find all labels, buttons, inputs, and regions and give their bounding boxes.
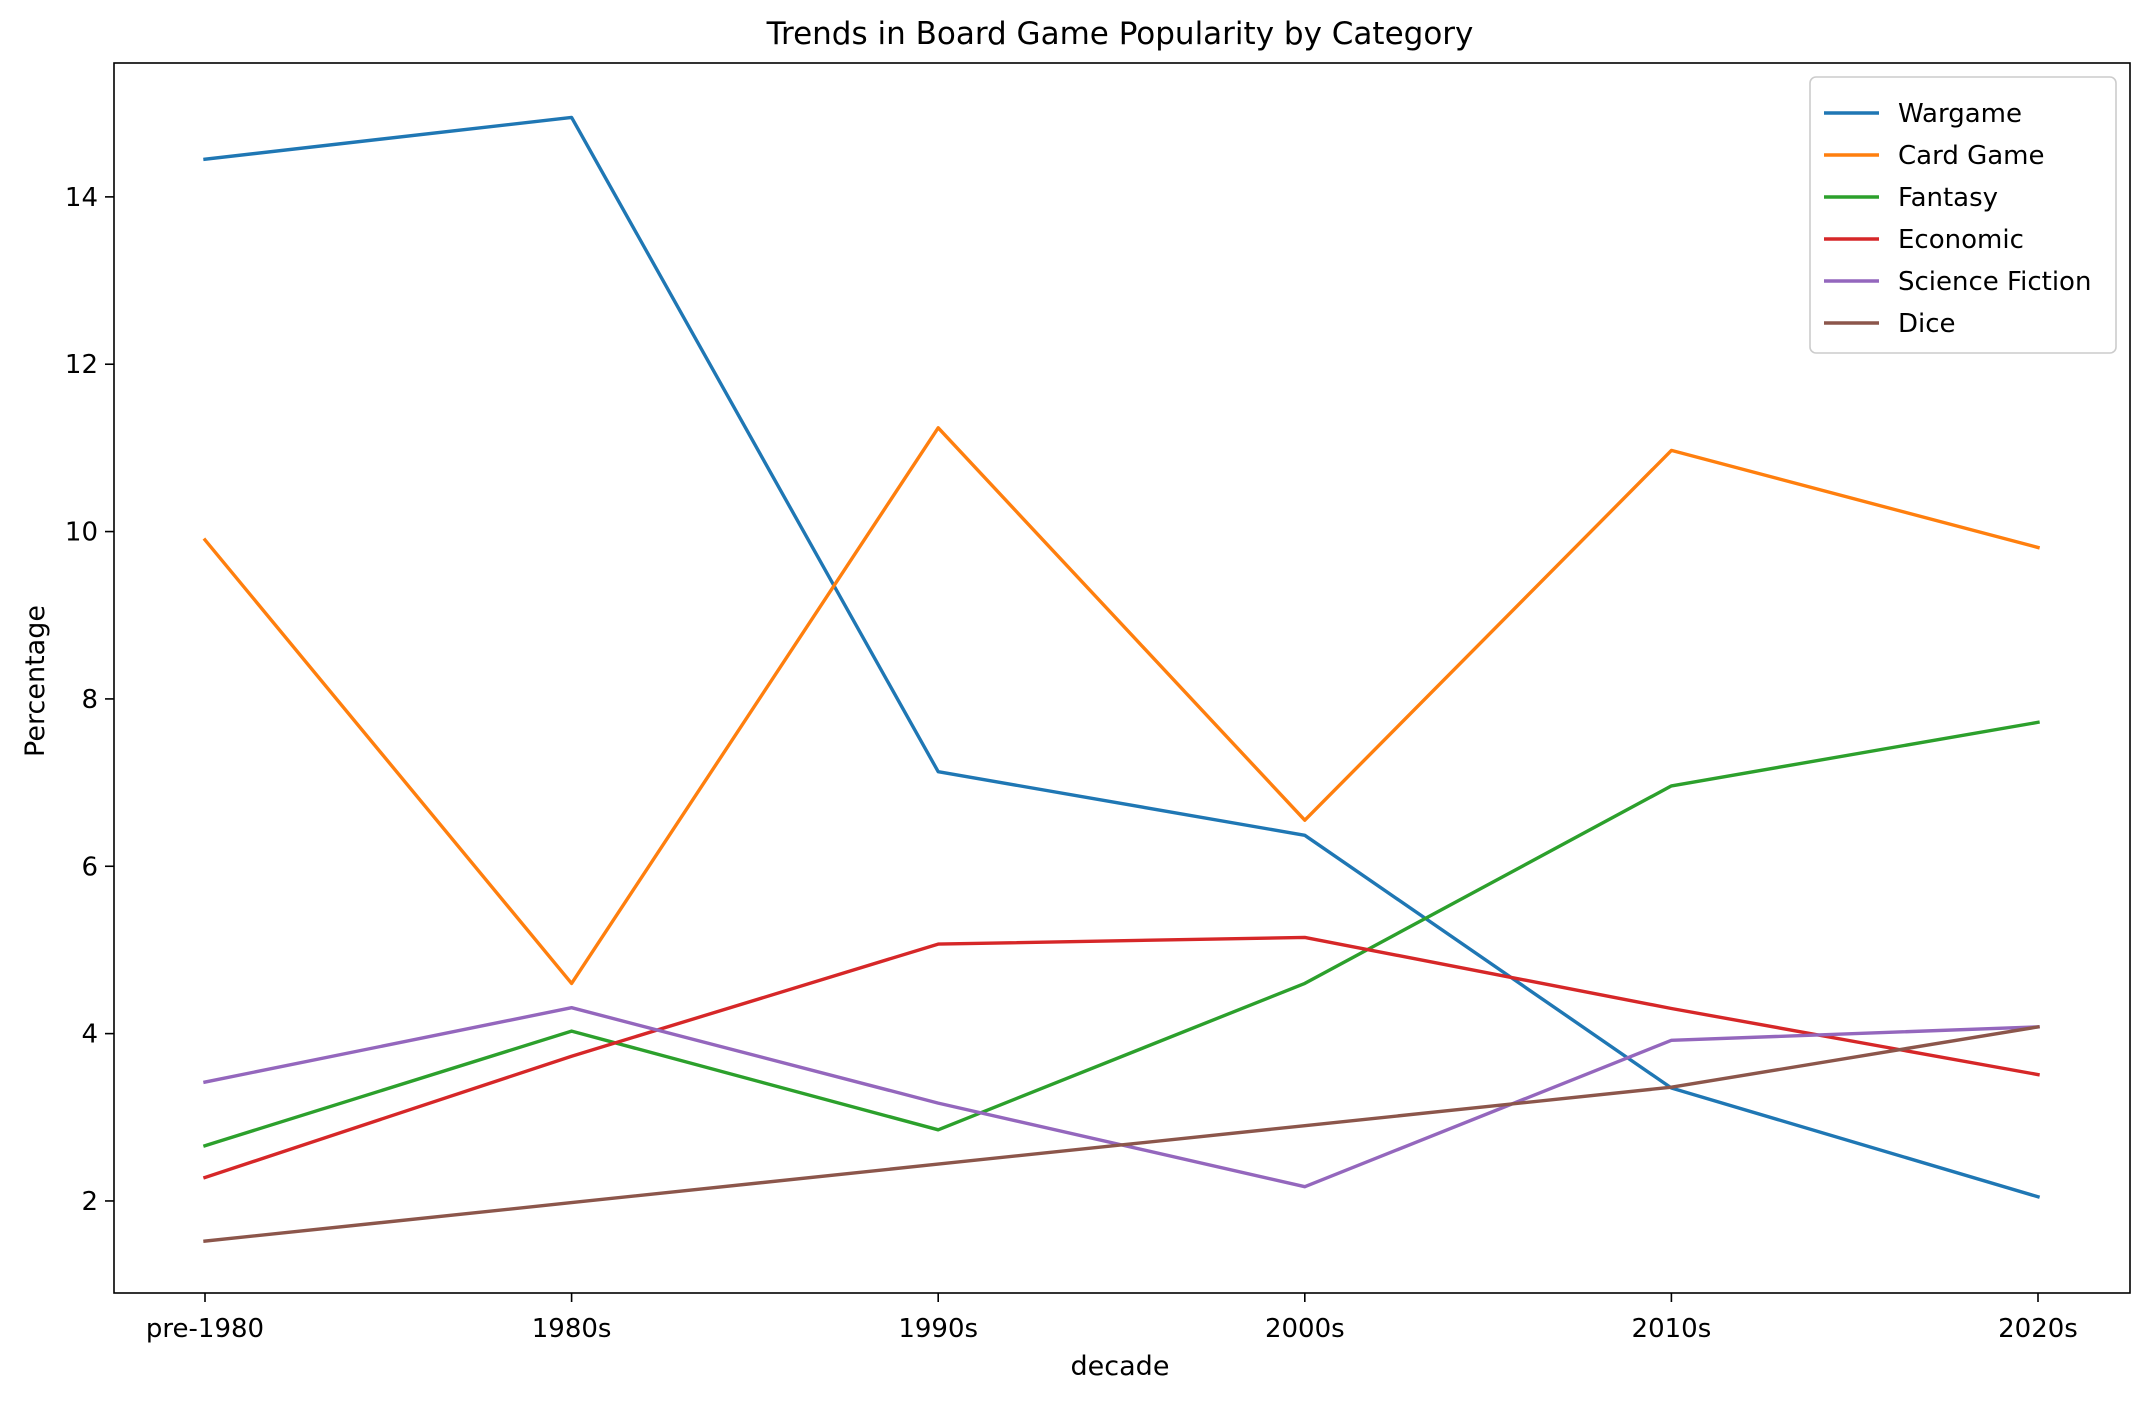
- x-tick-label: pre-1980: [146, 1314, 264, 1344]
- series-line-dice: [203, 1024, 2040, 1243]
- series-group: [202, 115, 2041, 1243]
- x-tick-label: 2000s: [1265, 1314, 1345, 1344]
- legend-label-dice: Dice: [1898, 309, 1956, 339]
- legend-label-wargame: Wargame: [1898, 99, 2022, 129]
- series-line-wargame: [203, 115, 2041, 1199]
- x-axis-label: decade: [1071, 1351, 1170, 1382]
- y-tick-label: 4: [81, 1020, 98, 1050]
- y-tick-label: 6: [81, 852, 98, 882]
- y-tick-label: 14: [65, 183, 98, 213]
- legend-label-card-game: Card Game: [1898, 141, 2045, 171]
- chart-title: Trends in Board Game Popularity by Categ…: [766, 16, 1474, 52]
- x-axis: pre-1980 1980s 1990s 2000s 2010s 2020s: [146, 1293, 2078, 1344]
- legend-box: [1809, 76, 2117, 354]
- series-line-fantasy: [202, 720, 2040, 1148]
- y-tick-label: 2: [81, 1187, 98, 1217]
- x-tick-label: 1980s: [532, 1314, 612, 1344]
- x-tick-label: 2010s: [1632, 1314, 1712, 1344]
- legend-label-economic: Economic: [1898, 225, 2024, 255]
- y-axis: 2 4 6 8 10 12 14: [65, 183, 114, 1217]
- legend-label-science-fiction: Science Fiction: [1898, 267, 2091, 297]
- legend-label-fantasy: Fantasy: [1898, 183, 1998, 213]
- y-tick-label: 10: [65, 518, 98, 548]
- legend: Wargame Card Game Fantasy Economic Science F…: [1809, 76, 2117, 354]
- series-line-card-game: [202, 426, 2041, 986]
- series-line-economic: [202, 935, 2040, 1180]
- y-axis-label: Percentage: [20, 605, 51, 757]
- y-tick-label: 8: [81, 685, 98, 715]
- plot-frame: [113, 62, 2131, 1294]
- y-tick-label: 12: [65, 350, 98, 380]
- x-tick-label: 2020s: [1998, 1314, 2078, 1344]
- x-tick-label: 1990s: [898, 1314, 978, 1344]
